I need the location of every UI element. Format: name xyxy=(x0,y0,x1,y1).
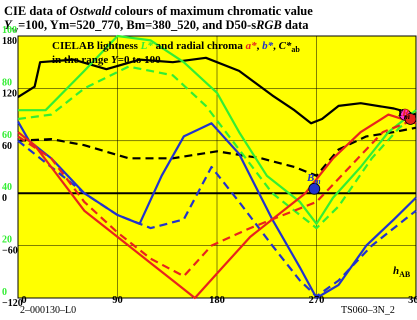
footer-left: 2–000130–L0 xyxy=(20,305,77,316)
markers xyxy=(308,108,417,195)
marker-Rm xyxy=(404,113,417,125)
x-tick-270: 270 xyxy=(309,295,325,306)
l-tick-100: 100 xyxy=(2,25,17,36)
x-tick-360: 360 xyxy=(408,295,417,306)
x-tick-90: 90 xyxy=(112,295,123,306)
x-tick-0: 0 xyxy=(21,295,26,306)
lightness-tick-labels: 100 80 60 40 20 0 xyxy=(2,25,17,298)
series-red-solid-6 xyxy=(17,113,417,300)
chroma-tick-labels: 180 120 60 0 −60 −120 xyxy=(2,36,23,309)
series-blue-dashed-5 xyxy=(17,139,417,298)
c-tick-4: −60 xyxy=(2,246,18,257)
l-tick-60: 60 xyxy=(2,130,12,141)
chart-title-line2: Yw=100, Ym=520_770, Bm=380_520, and D50-… xyxy=(4,18,309,35)
l-tick-20: 20 xyxy=(2,235,12,246)
curves xyxy=(17,34,417,300)
legend-line2: in the range Y=0 to 100 xyxy=(52,54,161,66)
l-tick-0: 0 xyxy=(2,287,7,298)
chart-title-line1: CIE data of Ostwald colours of maximum c… xyxy=(4,4,313,18)
ym-label: Ym xyxy=(397,107,410,121)
x-tick-labels: 0 90 180 270 360 xyxy=(21,295,417,306)
marker-Bm xyxy=(308,182,321,195)
legend-line1: CIELAB lightness L* and radial chroma a*… xyxy=(52,40,300,54)
x-axis-label: hAB xyxy=(393,265,411,279)
c-tick-0: 180 xyxy=(2,36,17,47)
series-green-solid-2 xyxy=(18,34,417,225)
c-tick-3: 0 xyxy=(2,193,7,204)
bm-label: Bm xyxy=(306,172,321,186)
footer-right: TS060–3N_2 xyxy=(341,305,395,316)
x-tick-180: 180 xyxy=(209,295,225,306)
l-tick-40: 40 xyxy=(2,182,12,193)
series-black-dashed-1 xyxy=(17,126,417,177)
c-tick-1: 120 xyxy=(2,88,17,99)
c-tick-5: −120 xyxy=(2,298,23,309)
l-tick-80: 80 xyxy=(2,77,12,88)
c-tick-2: 60 xyxy=(2,141,12,152)
series-green-dashed-3 xyxy=(17,65,417,230)
series-red-dashed-7 xyxy=(17,117,417,278)
series-black-solid-0 xyxy=(17,56,417,125)
rm-label: Rm xyxy=(401,107,416,121)
